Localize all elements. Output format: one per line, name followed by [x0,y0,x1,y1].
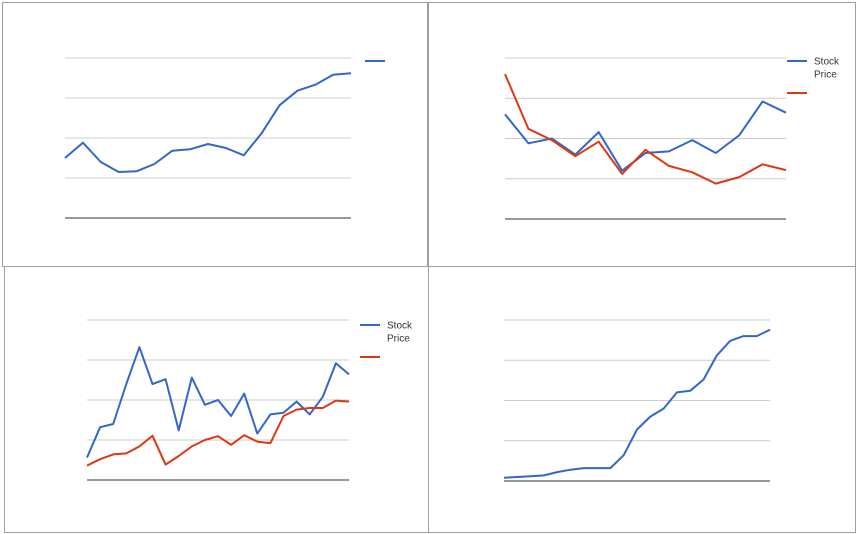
dividend-chart [503,319,771,482]
legend-label: Stock Price [387,321,413,345]
price-pe-chart-panel: Stock Price [428,2,856,267]
eps-chart [64,57,385,219]
series-line [64,72,352,173]
graham-chart-panel: Stock Price [4,266,429,533]
series-line [86,346,350,458]
graham-chart: Stock Price [86,319,413,481]
series-line [504,73,787,185]
dividend-chart-panel [428,266,856,533]
price-pe-chart: Stock Price [504,57,840,220]
series-line [86,399,350,467]
series-line [504,100,787,172]
eps-chart-panel [2,2,428,267]
series-line [503,328,771,479]
legend-label: Stock Price [814,57,840,81]
